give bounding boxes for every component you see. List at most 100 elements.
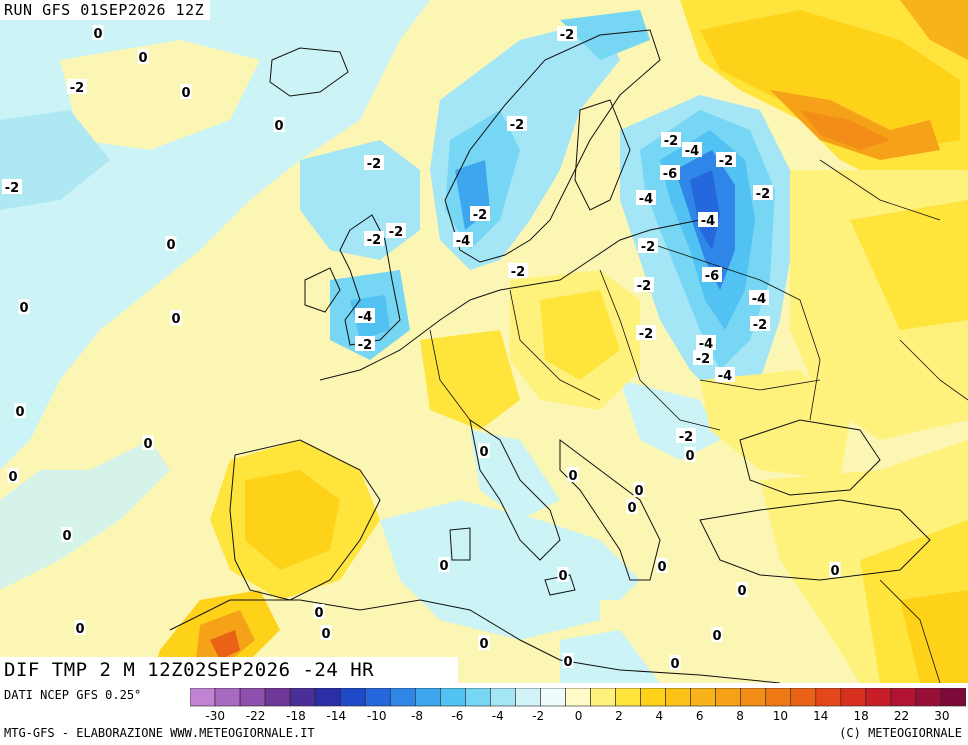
contour-label-bg — [320, 625, 332, 640]
color-scale-cells — [190, 688, 966, 707]
color-scale-cell — [890, 688, 917, 707]
contour-label-bg — [14, 403, 26, 418]
color-scale-cell — [590, 688, 616, 707]
contour-label-bg — [508, 263, 528, 278]
contour-label-bg — [682, 142, 702, 157]
contour-label-bg — [74, 620, 86, 635]
color-scale-tick: 0 — [575, 709, 583, 723]
contour-label-bg — [750, 316, 770, 331]
color-scale-tick: 2 — [615, 709, 623, 723]
contour-label-bg — [716, 152, 736, 167]
color-scale-tick: 10 — [773, 709, 788, 723]
contour-label-bg — [18, 299, 30, 314]
color-scale-cell — [339, 688, 366, 707]
contour-label-bg — [829, 562, 841, 577]
color-scale-tick: -2 — [532, 709, 544, 723]
contour-label-bg — [137, 49, 149, 64]
color-scale-tick-labels: -30 -22 -18 -14 -10 -8 -6 -4 -2 0 2 4 6 8 10 14 18 22 30 — [205, 709, 949, 723]
color-scale-cell — [790, 688, 817, 707]
color-scale-cell — [815, 688, 842, 707]
contour-label: -4 — [358, 310, 372, 325]
contour-label-bg — [67, 79, 87, 94]
color-scale-cell — [690, 688, 716, 707]
credit-left: MTG-GFS - ELABORAZIONE WWW.METEOGIORNALE… — [4, 726, 315, 740]
contour-label-bg — [92, 25, 104, 40]
contour-label: -2 — [389, 225, 403, 240]
atlantic-cool-area — [0, 0, 430, 590]
color-scale-cell — [640, 688, 666, 707]
contour-label-bg — [438, 557, 450, 572]
contour-label: 0 — [138, 51, 147, 66]
contour-label-bg — [478, 635, 490, 650]
color-scale-cell — [289, 688, 316, 707]
color-scale-tick: 14 — [813, 709, 828, 723]
color-scale-tick: 22 — [894, 709, 909, 723]
contour-label-bg — [478, 443, 490, 458]
contour-label-bg — [736, 582, 748, 597]
contour-label-bg — [470, 206, 490, 221]
contour-label-bg — [711, 627, 723, 642]
contour-label: 0 — [568, 469, 577, 484]
contour-label: -2 — [358, 338, 372, 353]
color-scale-cell — [490, 688, 516, 707]
contour-label-bg — [313, 604, 325, 619]
contour-label-bg — [698, 212, 718, 227]
color-scale-tick: -8 — [411, 709, 423, 723]
contour-label: -2 — [560, 28, 574, 43]
map-variable-title: DIF TMP 2 M 12Z02SEP2026 -24 HR — [0, 657, 458, 683]
run-title: RUN GFS 01SEP2026 12Z — [0, 0, 211, 20]
contour-label: -2 — [511, 265, 525, 280]
contour-label-bg — [355, 308, 375, 323]
color-scale-cell — [715, 688, 742, 707]
color-scale-cell — [465, 688, 491, 707]
contour-label: -2 — [473, 208, 487, 223]
contour-label: -2 — [641, 240, 655, 255]
anatolia-warm-area — [760, 440, 968, 683]
contour-labels: 00-2 00-2-20-2-200 -4-200000-2-2-2-4-2-2-4… — [2, 25, 841, 672]
contour-label-bg — [180, 84, 192, 99]
color-scale-cell — [440, 688, 466, 707]
contour-label-bg — [753, 185, 773, 200]
contour-label: 0 — [314, 606, 323, 621]
color-scale-tick: -30 — [205, 709, 225, 723]
central-europe-warm-area — [420, 270, 850, 480]
contour-label-bg — [2, 179, 22, 194]
contour-label: 0 — [479, 637, 488, 652]
contour-label-bg — [669, 655, 681, 670]
contour-label-bg — [7, 468, 19, 483]
contour-label: -2 — [70, 81, 84, 96]
color-scale-tick: -18 — [286, 709, 306, 723]
contour-label: 0 — [563, 655, 572, 670]
contour-label: -4 — [639, 192, 653, 207]
contour-label-bg — [165, 236, 177, 251]
contour-label: -6 — [705, 269, 719, 284]
contour-label-bg — [355, 336, 375, 351]
contour-label-bg — [453, 232, 473, 247]
contour-label: 0 — [62, 529, 71, 544]
color-scale-cell — [239, 688, 266, 707]
contour-label-bg — [661, 132, 681, 147]
color-scale-cell — [940, 688, 966, 707]
contour-label: 0 — [657, 560, 666, 575]
contour-label: -4 — [718, 369, 732, 384]
color-scale-tick: 30 — [934, 709, 949, 723]
contour-label-bg — [364, 155, 384, 170]
color-scale-tick: 18 — [854, 709, 869, 723]
contour-label-bg — [638, 238, 658, 253]
contour-label: -4 — [456, 234, 470, 249]
contour-label: 0 — [321, 627, 330, 642]
contour-label: -2 — [367, 233, 381, 248]
contour-label-bg — [170, 310, 182, 325]
color-scale-cell — [865, 688, 892, 707]
contour-label: 0 — [8, 470, 17, 485]
contour-label: 0 — [439, 559, 448, 574]
color-scale-tick: -10 — [367, 709, 387, 723]
contour-label-bg — [567, 467, 579, 482]
contour-label: -4 — [701, 214, 715, 229]
contour-label: 0 — [166, 238, 175, 253]
temperature-difference-map: 00-2 00-2-20-2-200 -4-200000-2-2-2-4-2-2-4… — [0, 0, 968, 683]
contour-label: 0 — [670, 657, 679, 672]
contour-label-bg — [749, 290, 769, 305]
color-scale-cell — [915, 688, 942, 707]
contour-label: 0 — [171, 312, 180, 327]
